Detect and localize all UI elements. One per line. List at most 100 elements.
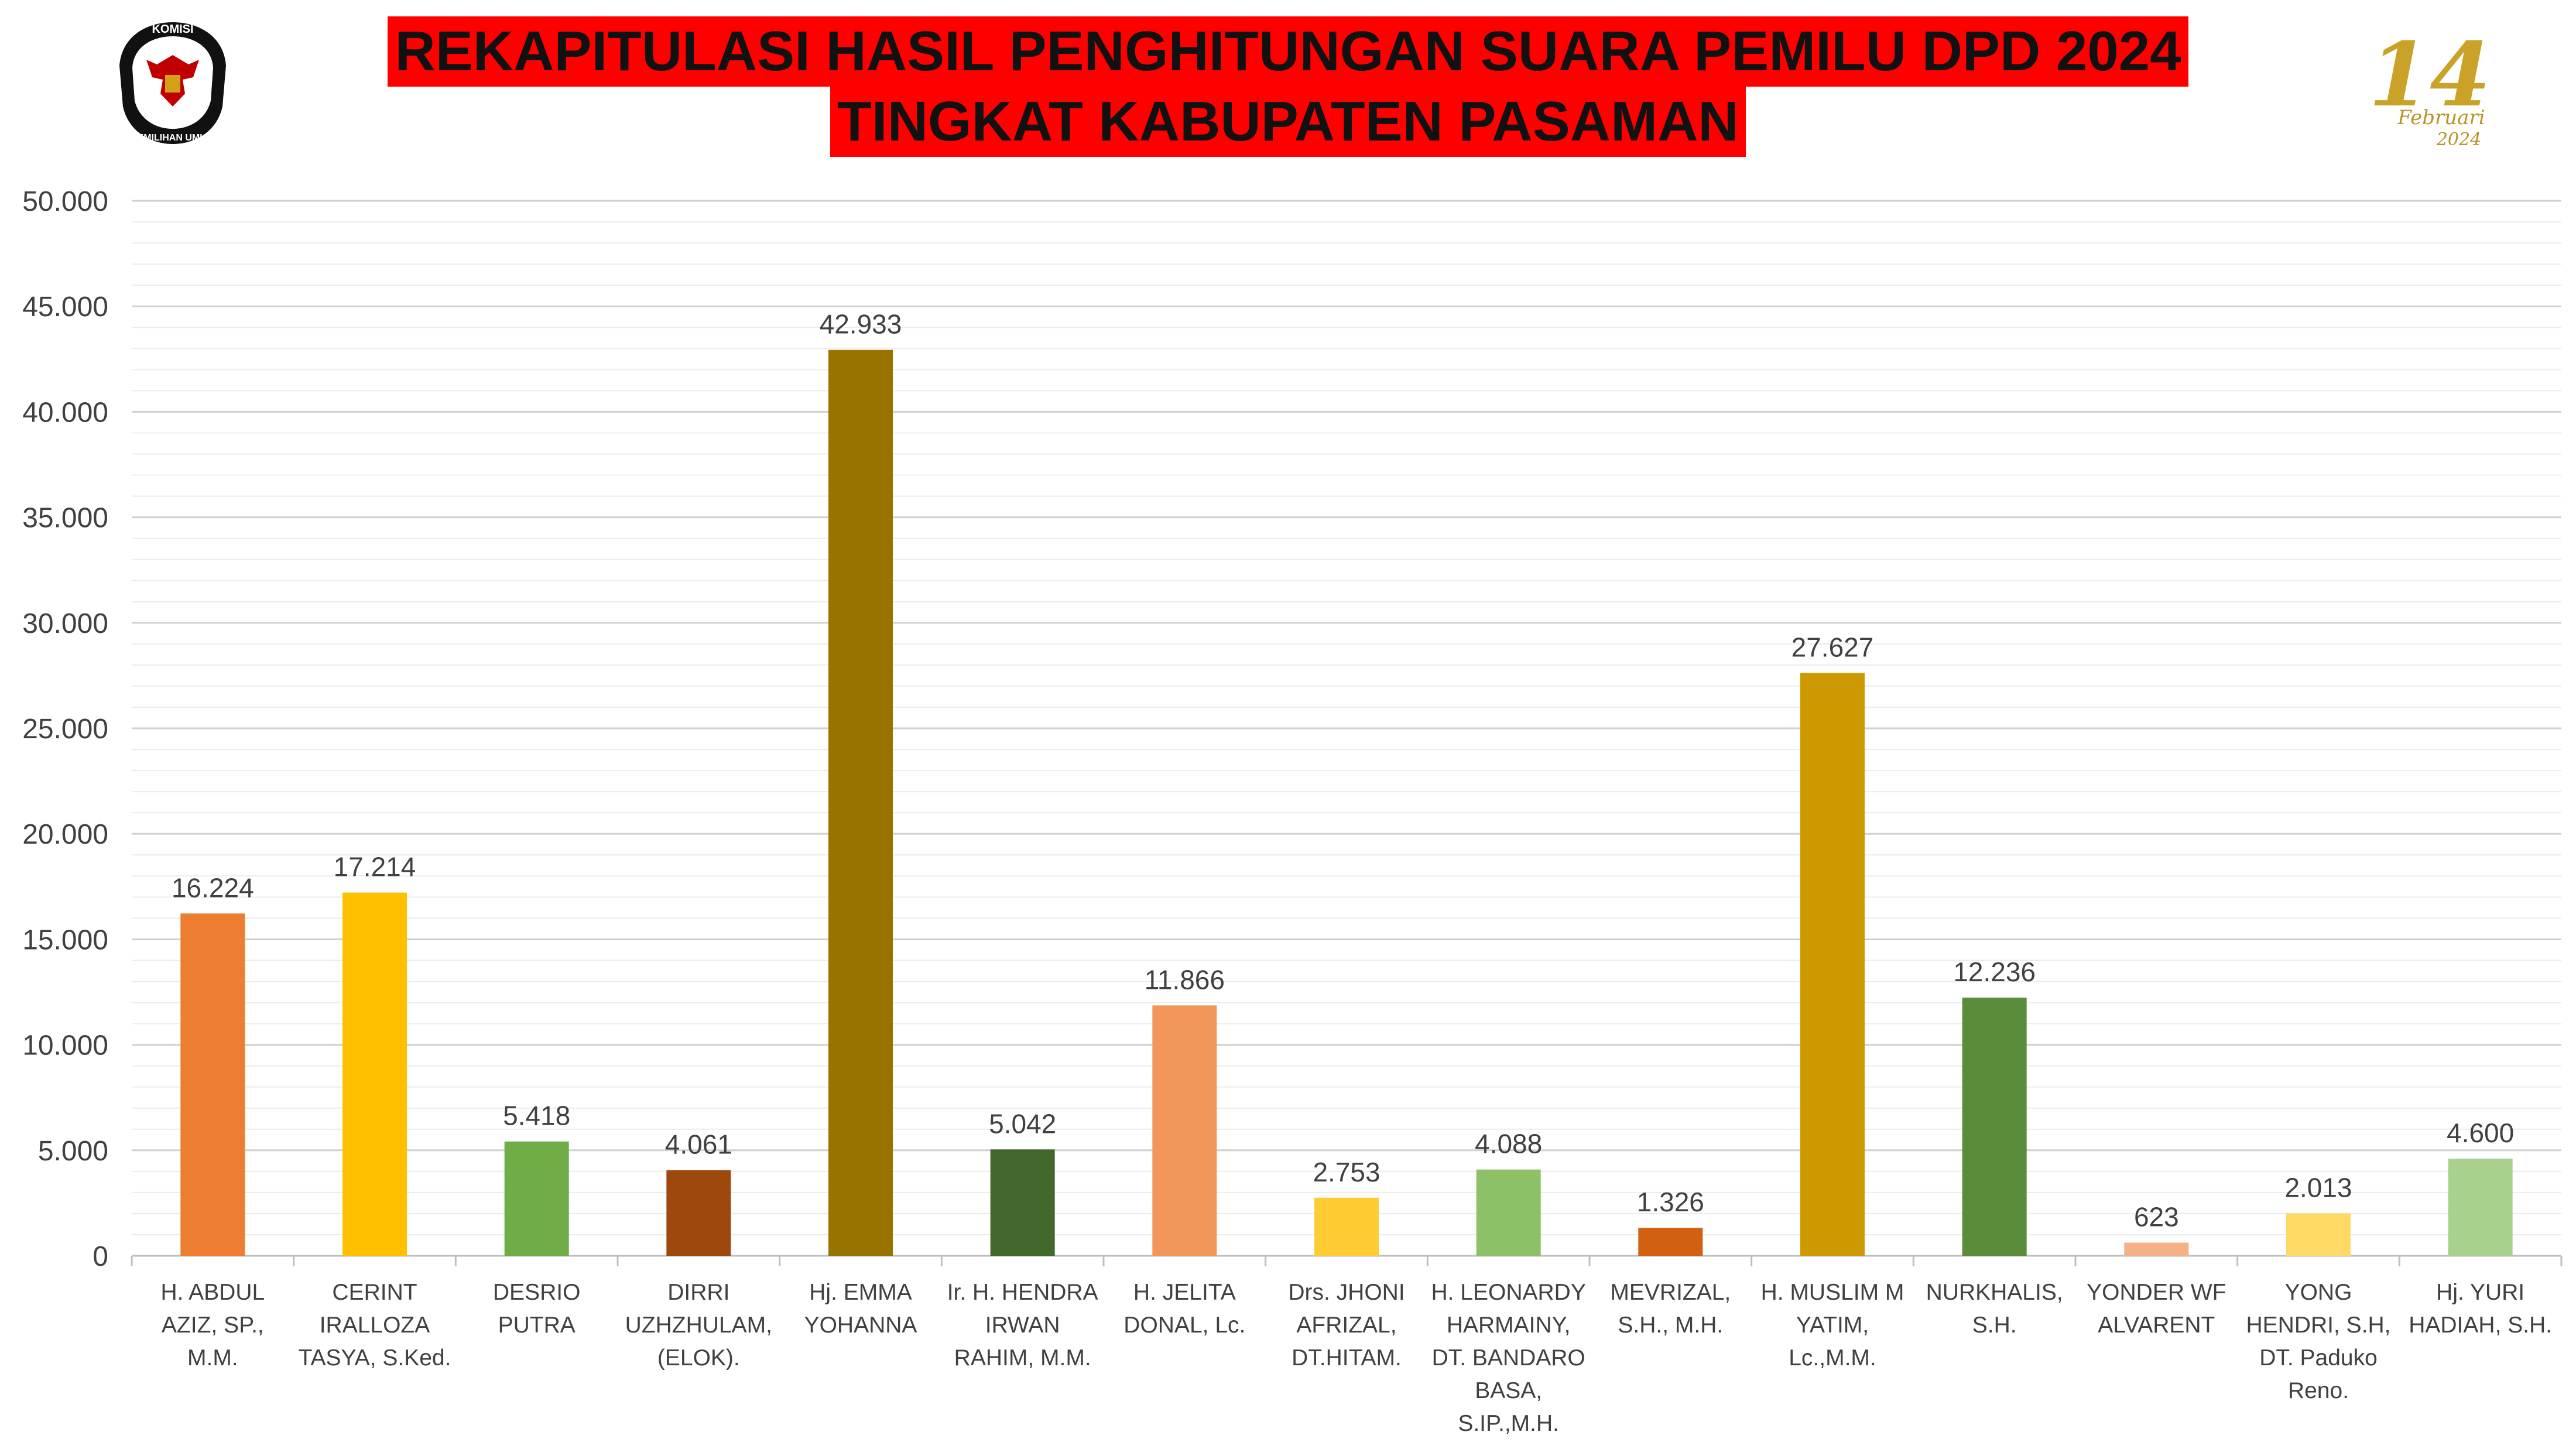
x-tick-label: DESRIO PUTRA <box>493 1280 581 1338</box>
x-tick-label-line: RAHIM, M.M. <box>954 1345 1091 1371</box>
x-tick-label: MEVRIZAL, S.H., M.H. <box>1610 1280 1731 1338</box>
x-tick-label-line: Drs. JHONI <box>1288 1280 1405 1305</box>
x-tick-label-line: Lc.,M.M. <box>1789 1345 1876 1371</box>
bar <box>1638 1228 1703 1256</box>
x-tick-label-line: DONAL, Lc. <box>1123 1313 1245 1338</box>
x-tick-label-line: YOHANNA <box>804 1313 917 1338</box>
data-label: 5.418 <box>503 1101 570 1131</box>
title-line-2: TINGKAT KABUPATEN PASAMAN <box>830 87 1746 157</box>
14-februari-2024-logo-icon: 14 Februari 2024 <box>2369 23 2491 150</box>
bar <box>828 350 893 1256</box>
x-tick-label-line: DT. BANDARO <box>1432 1345 1585 1371</box>
x-tick-label-line: Reno. <box>2288 1378 2349 1403</box>
bar <box>2448 1159 2513 1256</box>
x-tick-label-line: H. MUSLIM M <box>1761 1280 1904 1305</box>
data-label: 12.236 <box>1953 957 2036 987</box>
y-tick-label: 35.000 <box>22 503 108 534</box>
y-tick-label: 5.000 <box>38 1136 108 1167</box>
x-tick-label: Drs. JHONI AFRIZAL, DT.HITAM. <box>1288 1280 1405 1371</box>
bar <box>2124 1242 2189 1256</box>
x-tick-label-line: (ELOK). <box>657 1345 740 1371</box>
data-label: 5.042 <box>989 1108 1056 1139</box>
y-axis-tick-labels: 0 5.000 10.000 15.000 20.000 25.000 30.000 35.0… <box>22 186 108 1272</box>
logo-text-top: KOMISI <box>152 23 193 36</box>
x-tick-label: CERINT IRALLOZA TASYA, S.Ked. <box>299 1280 451 1371</box>
logo-text-bottom: PEMILIHAN UMUM <box>131 133 214 143</box>
bar <box>342 892 407 1256</box>
x-tick-label: Hj. EMMA YOHANNA <box>804 1280 917 1338</box>
x-tick-label-line: PUTRA <box>498 1313 576 1338</box>
data-labels: 16.224 17.214 5.418 4.061 42.933 5.042 11.866 2… <box>172 309 2514 1232</box>
bar <box>1152 1005 1217 1256</box>
y-tick-label: 15.000 <box>22 924 108 955</box>
x-tick-label-line: S.H. <box>1972 1313 2017 1338</box>
y-tick-label: 45.000 <box>22 292 108 323</box>
x-tick-label-line: S.IP.,M.H. <box>1458 1411 1559 1436</box>
x-tick-label-line: HARMAINY, <box>1447 1313 1571 1338</box>
x-tick-label: YONDER WF ALVARENT <box>2087 1280 2226 1338</box>
x-tick-label: H. MUSLIM M YATIM, Lc.,M.M. <box>1761 1280 1904 1371</box>
y-tick-label: 30.000 <box>22 608 108 639</box>
x-tick-label-line: HENDRI, S.H, <box>2246 1313 2390 1338</box>
chart-title: REKAPITULASI HASIL PENGHITUNGAN SUARA PE… <box>0 16 2576 157</box>
bar <box>2286 1213 2351 1256</box>
kpu-garuda-logo-icon: KOMISI PEMILIHAN UMUM <box>119 22 226 144</box>
x-tick-label-line: ALVARENT <box>2098 1313 2215 1338</box>
x-tick-label-line: Hj. YURI <box>2436 1280 2524 1305</box>
y-tick-label: 20.000 <box>22 819 108 850</box>
x-tick-label-line: H. ABDUL <box>160 1280 265 1305</box>
bars <box>180 350 2513 1256</box>
data-label: 27.627 <box>1791 632 1874 662</box>
x-tick-label-line: DIRRI <box>667 1280 729 1305</box>
bar <box>1800 673 1865 1256</box>
x-tick-label-line: HADIAH, S.H. <box>2409 1313 2552 1338</box>
x-tick-label-line: UZHZHULAM, <box>625 1313 772 1338</box>
x-tick-label: Ir. H. HENDRA IRWAN RAHIM, M.M. <box>947 1280 1098 1371</box>
x-tick-label-line: YATIM, <box>1796 1313 1869 1338</box>
x-tick-label-line: DT. Paduko <box>2259 1345 2378 1371</box>
x-tick-label: H. ABDUL AZIZ, SP., M.M. <box>160 1280 265 1371</box>
bar <box>180 913 245 1256</box>
x-tick-label: YONG HENDRI, S.H, DT. Paduko Reno. <box>2246 1280 2390 1403</box>
y-tick-label: 50.000 <box>22 186 108 217</box>
data-label: 16.224 <box>172 872 254 903</box>
x-axis-tick-labels: H. ABDUL AZIZ, SP., M.M. CERINT IRALLOZA TASY… <box>160 1280 2552 1436</box>
x-tick-label-line: BASA, <box>1475 1378 1542 1403</box>
y-tick-label: 10.000 <box>22 1030 108 1061</box>
data-label: 17.214 <box>334 852 416 882</box>
logo-year: 2024 <box>2436 129 2481 150</box>
x-tick-label-line: DESRIO <box>493 1280 581 1305</box>
x-tick-label-line: Ir. H. HENDRA <box>947 1280 1098 1305</box>
x-tick-label-line: M.M. <box>187 1345 238 1371</box>
x-tick-label-line: AFRIZAL, <box>1296 1313 1396 1338</box>
x-tick-label-line: YONDER WF <box>2087 1280 2226 1305</box>
logo-number: 14 <box>2369 23 2491 126</box>
y-tick-label: 0 <box>93 1241 108 1272</box>
bar <box>990 1149 1055 1256</box>
x-tick-label-line: TASYA, S.Ked. <box>299 1345 451 1371</box>
x-tick-label-line: NURKHALIS, <box>1926 1280 2063 1305</box>
data-label: 623 <box>2134 1202 2179 1232</box>
data-label: 42.933 <box>820 309 902 340</box>
data-label: 4.061 <box>665 1129 732 1160</box>
logo-month: Februari <box>2397 106 2485 129</box>
x-tick-label-line: IRWAN <box>985 1313 1060 1338</box>
gridlines <box>131 200 2563 1266</box>
x-tick-label-line: IRALLOZA <box>320 1313 430 1338</box>
x-tick-label: NURKHALIS, S.H. <box>1926 1280 2063 1338</box>
x-tick-label-line: DT.HITAM. <box>1292 1345 1402 1371</box>
bar <box>504 1141 569 1256</box>
y-tick-label: 25.000 <box>22 714 108 745</box>
x-tick-label: Hj. YURI HADIAH, S.H. <box>2409 1280 2552 1338</box>
y-tick-label: 40.000 <box>22 397 108 428</box>
x-tick-label-line: S.H., M.H. <box>1618 1313 1723 1338</box>
x-tick-label: H. LEONARDY HARMAINY, DT. BANDARO BASA, S.IP… <box>1431 1280 1585 1436</box>
bar <box>666 1170 731 1256</box>
x-tick-label: DIRRI UZHZHULAM, (ELOK). <box>625 1280 772 1371</box>
title-line-1: REKAPITULASI HASIL PENGHITUNGAN SUARA PE… <box>388 16 2188 87</box>
bar <box>1962 998 2027 1256</box>
data-label: 4.600 <box>2447 1118 2514 1148</box>
x-tick-label-line: H. JELITA <box>1133 1280 1236 1305</box>
bar <box>1476 1169 1541 1256</box>
